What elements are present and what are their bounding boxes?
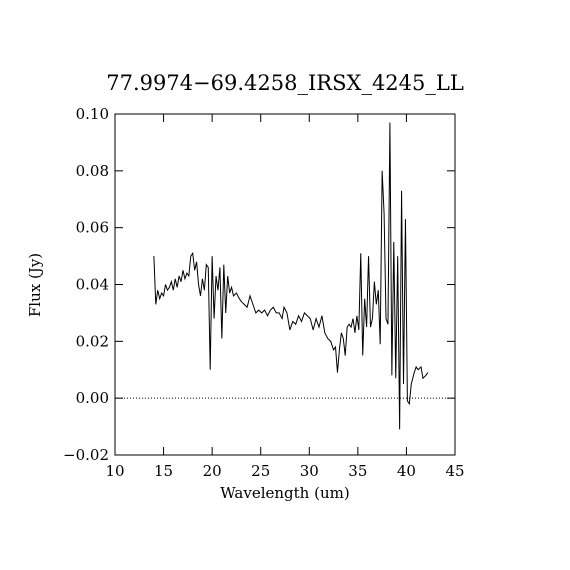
y-tick-label: 0.04 xyxy=(76,276,109,294)
y-tick-label: 0.10 xyxy=(76,105,109,123)
x-tick-label: 45 xyxy=(445,462,464,480)
y-axis-label: Flux (Jy) xyxy=(26,253,44,317)
x-tick-label: 15 xyxy=(154,462,173,480)
spectrum-line xyxy=(153,122,429,430)
x-tick-label: 35 xyxy=(348,462,367,480)
y-tick-label: 0.08 xyxy=(76,162,109,180)
y-tick-label: −0.02 xyxy=(63,446,109,464)
y-tick-label: 0.02 xyxy=(76,332,109,350)
y-tick-label: 0.00 xyxy=(76,389,109,407)
x-tick-label: 10 xyxy=(105,462,124,480)
x-tick-label: 40 xyxy=(397,462,416,480)
x-tick-label: 20 xyxy=(203,462,222,480)
x-axis-label: Wavelength (um) xyxy=(220,484,349,502)
x-tick-label: 30 xyxy=(300,462,319,480)
chart-title: 77.9974−69.4258_IRSX_4245_LL xyxy=(106,71,464,95)
x-tick-label: 25 xyxy=(251,462,270,480)
y-tick-label: 0.06 xyxy=(76,219,109,237)
